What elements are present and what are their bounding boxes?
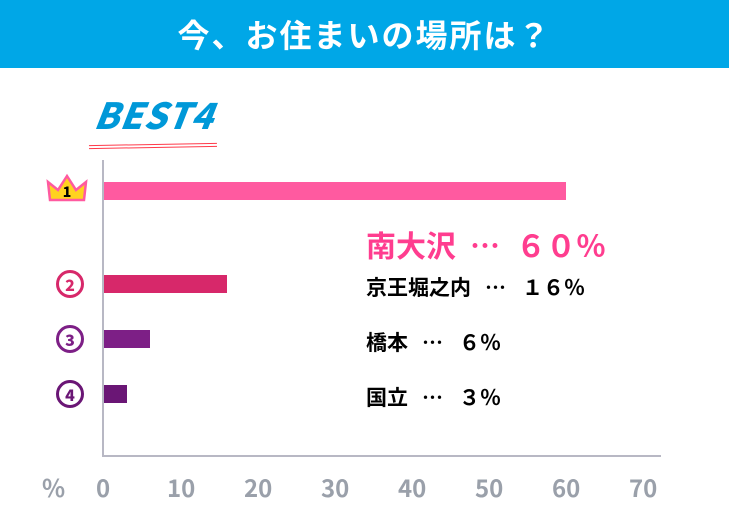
bar-2 [104, 275, 227, 293]
entry-4: 国立 … ３％ [366, 382, 501, 412]
entry-pct-2: １６％ [522, 272, 585, 302]
entry-dots: … [485, 272, 508, 302]
tick-40: 40 [398, 469, 426, 504]
entry-dots: … [422, 382, 445, 412]
entry-name-2: 京王堀之内 [366, 272, 471, 302]
chart-canvas: 今、お住まいの場所は？ BEST4 1 2 3 4 南大沢 … ６０％ 京王堀之… [0, 0, 729, 530]
rank-badge-3: 3 [56, 325, 84, 353]
entry-3: 橋本 … ６％ [366, 327, 501, 357]
y-axis [102, 160, 104, 455]
tick-30: 30 [321, 469, 349, 504]
best4-heading: BEST4 [91, 88, 218, 140]
entry-1: 南大沢 … ６０％ [366, 222, 606, 266]
bar-1 [104, 182, 566, 200]
entry-pct-3: ６％ [459, 327, 501, 357]
rank-badge-2: 2 [56, 270, 84, 298]
bar-3 [104, 330, 150, 348]
entry-name-3: 橋本 [366, 327, 408, 357]
rank-number-3: 3 [65, 327, 75, 351]
bar-4 [104, 385, 127, 403]
tick-60: 60 [552, 469, 580, 504]
tick-70: 70 [629, 469, 657, 504]
x-axis [102, 455, 661, 457]
rank-number-1: 1 [63, 182, 72, 202]
rank-badge-4: 4 [56, 380, 84, 408]
tick-50: 50 [475, 469, 503, 504]
title-band: 今、お住まいの場所は？ [0, 0, 729, 68]
entry-dots: … [422, 327, 445, 357]
tick-10: 10 [167, 469, 195, 504]
entry-name-4: 国立 [366, 382, 408, 412]
tick-20: 20 [244, 469, 272, 504]
rank-number-4: 4 [65, 382, 75, 406]
entry-name-1: 南大沢 [366, 222, 456, 266]
entry-pct-4: ３％ [459, 382, 501, 412]
entry-dots: … [470, 222, 502, 266]
rank-number-2: 2 [65, 272, 75, 296]
entry-2: 京王堀之内 … １６％ [366, 272, 585, 302]
tick-0: 0 [96, 469, 110, 504]
x-axis-unit: % [42, 469, 65, 504]
entry-pct-1: ６０％ [516, 222, 606, 266]
rank-crown-1: 1 [46, 170, 88, 206]
